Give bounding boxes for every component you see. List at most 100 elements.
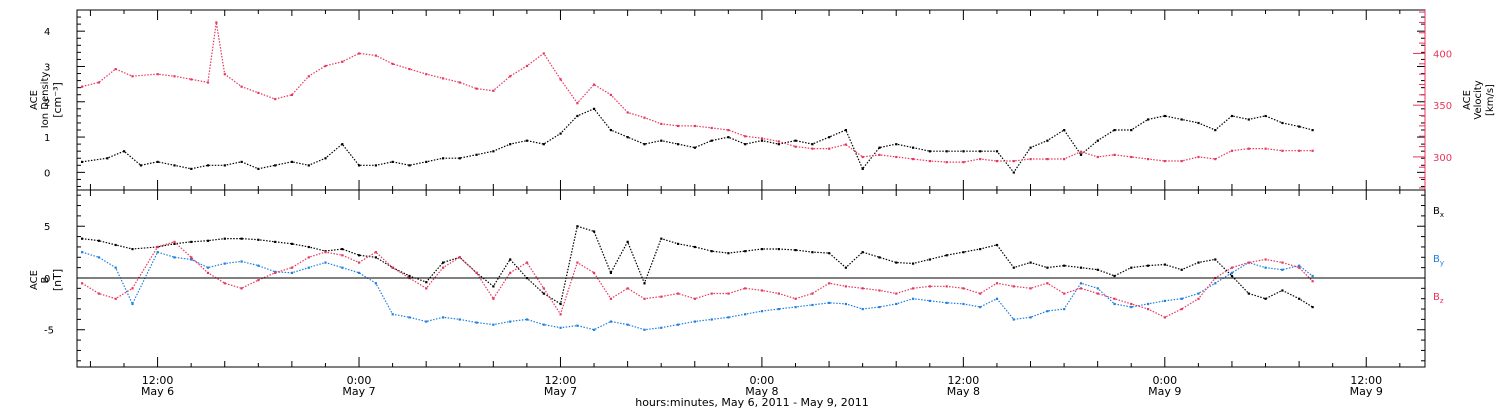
data-point [475,271,478,274]
data-point [878,256,881,259]
data-point [895,292,898,295]
data-point [660,295,663,298]
data-point [794,297,797,300]
data-point [307,266,310,269]
data-point [643,328,646,331]
data-point [1012,318,1015,321]
data-point [979,248,982,251]
data-point [190,240,193,243]
data-point [391,160,394,163]
data-point [341,248,344,251]
data-point [1096,292,1099,295]
data-point [173,75,176,78]
data-point [693,124,696,128]
data-point [114,243,117,247]
data-point [1247,292,1250,295]
data-point [542,323,545,326]
data-point [307,245,310,249]
data-point [727,316,730,319]
y-tick-label: 4 [44,27,50,38]
data-point [173,164,176,167]
data-point [190,258,193,261]
data-point [1113,153,1116,156]
data-point [257,167,260,170]
data-point [1214,158,1217,161]
data-point [593,107,596,110]
data-point [1230,271,1234,274]
data-point [995,243,999,247]
data-point [1298,266,1301,269]
data-point [895,143,898,146]
data-point [677,242,680,245]
data-point [542,292,545,295]
data-point [1298,149,1301,152]
data-point [760,248,764,251]
x-tick-day: May 7 [544,385,577,398]
data-point [1079,153,1083,156]
data-point [475,321,478,324]
series-by [81,251,1314,331]
y-tick-label: 2 [44,98,50,109]
data-point [979,150,982,153]
data-point [861,251,864,254]
data-point [223,282,226,285]
data-point [173,240,176,243]
data-point [1230,114,1234,118]
data-point [677,143,680,146]
x-tick-day: May 9 [1148,385,1181,398]
data-point [710,139,713,142]
data-point [1012,160,1015,163]
data-point [844,143,847,146]
data-point [391,266,394,269]
data-point [794,249,797,252]
data-point [811,292,814,295]
data-point [660,139,663,142]
data-point [240,160,243,163]
data-point [1046,310,1049,313]
data-point [760,139,764,142]
data-point [559,302,562,306]
data-point [425,320,428,323]
data-point [475,153,478,156]
velocity-tick-label: 400 [1433,49,1452,60]
data-point [341,143,344,146]
data-point [559,313,562,316]
bottom-panel-frame [76,189,1426,368]
data-point [962,150,965,153]
x-tick-time: 0:00 [1152,374,1177,387]
data-point [442,261,445,264]
data-point [1096,139,1099,142]
data-point [274,271,277,274]
data-point [1264,114,1267,118]
data-point [760,310,764,313]
data-point [576,114,579,118]
top-right-ylabel-line2: Velocity [1473,80,1484,119]
data-point [1012,171,1015,174]
data-point [912,146,915,149]
data-point [727,129,730,132]
data-point [928,299,931,302]
data-point [1079,150,1083,153]
data-point [408,68,411,71]
data-point [945,161,948,164]
data-point [609,93,612,96]
data-point [1298,297,1301,300]
data-point [374,54,377,57]
data-point [190,256,193,259]
data-point [190,167,193,170]
data-point [576,225,579,228]
data-point [1264,266,1267,269]
data-point [1096,287,1099,290]
data-point [492,89,495,92]
data-point [509,143,512,146]
data-point [1180,297,1183,300]
data-point [1046,282,1049,285]
data-point [912,158,915,161]
data-point [1113,302,1116,306]
series-trace [81,241,1313,318]
data-point [1046,158,1049,161]
data-point [1247,261,1250,264]
data-point [861,167,864,170]
